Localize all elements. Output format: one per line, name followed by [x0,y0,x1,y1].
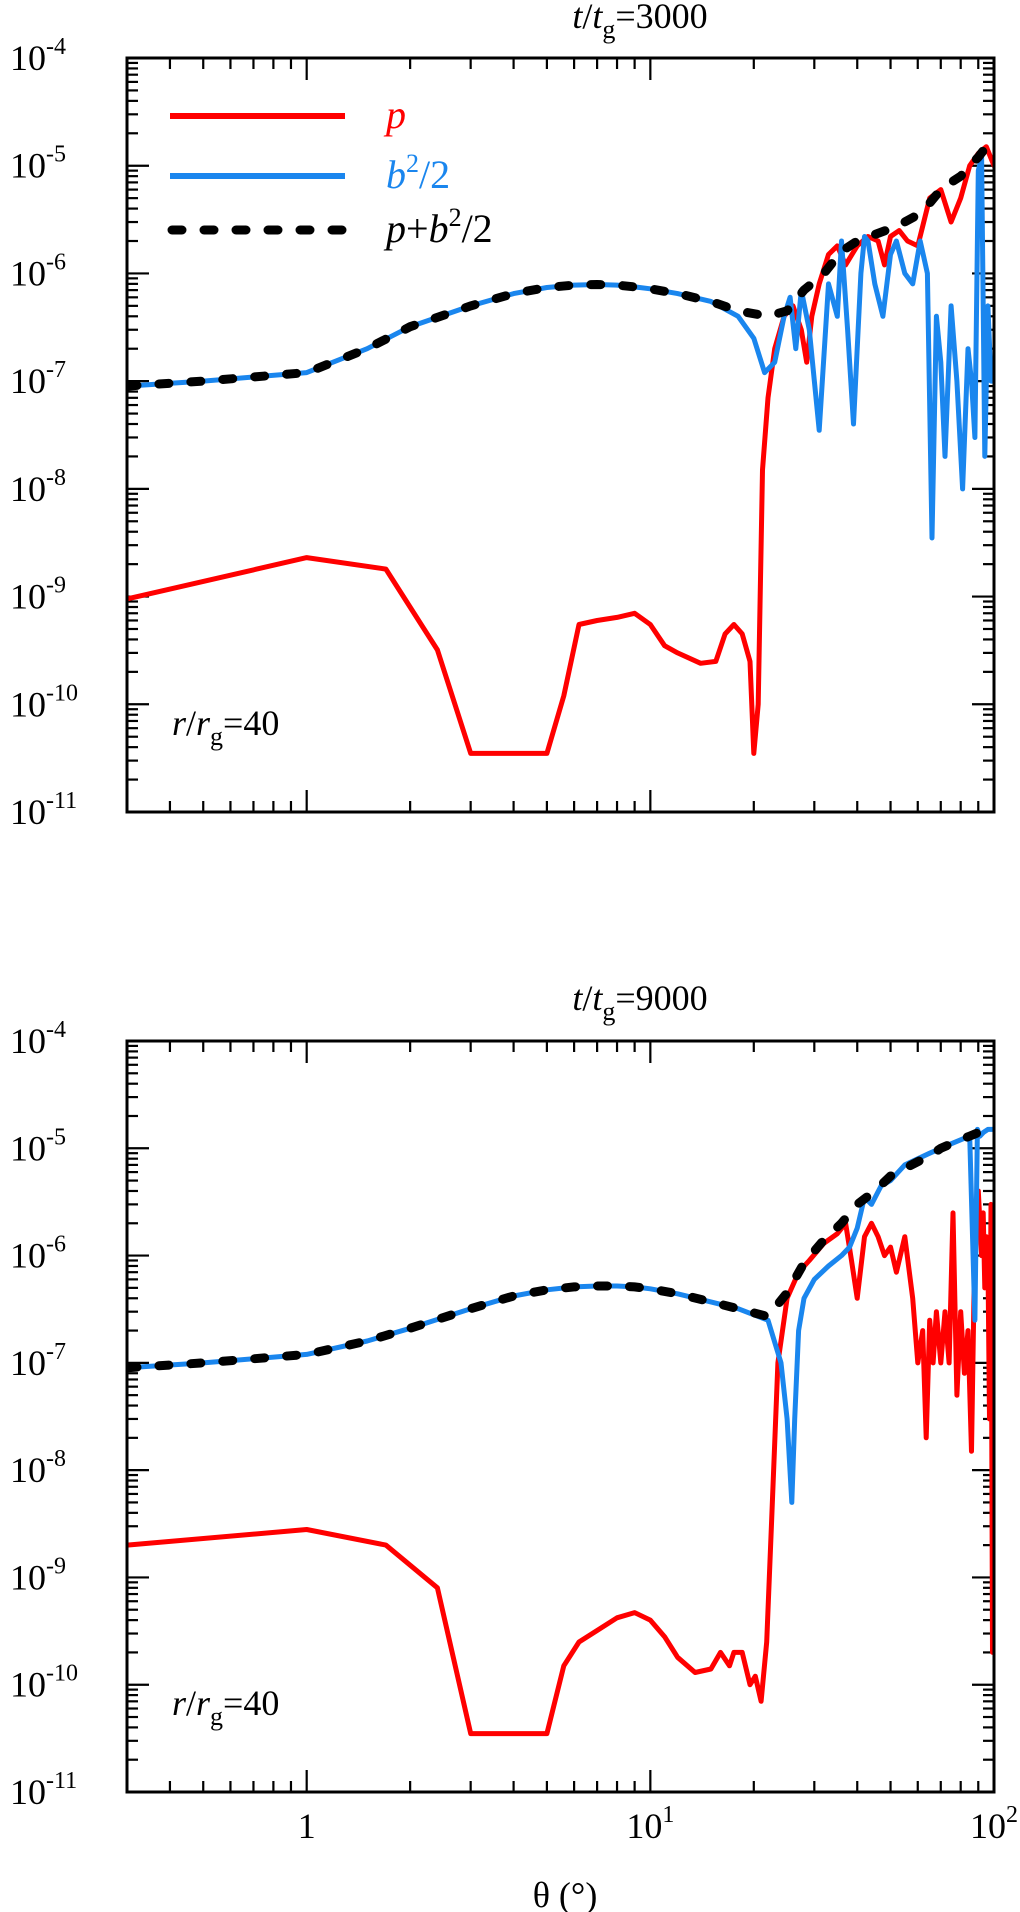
y-tick-label: 10-6 [10,249,66,293]
y-tick-label: 10-7 [10,357,66,401]
y-tick-label: 10-9 [10,1553,66,1597]
plot-frame [125,1039,996,1794]
legend: p b2/2 p+b2/2 [167,92,493,251]
series-p [127,1188,994,1737]
series-total [127,1124,994,1373]
y-tick-label: 10-4 [10,34,66,78]
y-tick-label: 10-11 [10,788,77,832]
ticks [125,56,996,814]
y-tick-label: 10-7 [10,1339,66,1383]
y-tick-label: 10-10 [10,680,78,724]
y-tick-label: 10-6 [10,1232,66,1276]
x-tick-label: 101 [626,1802,674,1846]
y-tick-label: 10-5 [10,142,66,186]
legend-label: p [383,92,406,137]
series-b2-half [127,1126,994,1505]
radius-annotation: r/rg=40 [172,1683,279,1731]
x-axis-label: θ (°) [533,1875,598,1912]
panel-bottom: 10-4 10-5 10-6 10-7 10-8 10-9 10-10 10-11 1 101 10… [10,978,1018,1846]
y-tick-label: 10-4 [10,1017,66,1061]
y-tick-label: 10-10 [10,1661,78,1705]
radius-annotation: r/rg=40 [172,703,279,751]
legend-label: b2/2 [386,149,450,197]
y-tick-label: 10-8 [10,1446,66,1490]
plot-frame [125,56,996,814]
y-tick-label: 10-5 [10,1124,66,1168]
panel-top: 10-4 10-5 10-6 10-7 10-8 10-9 10-10 10-11 t/tg=3… [10,0,996,832]
panel-title: t/tg=9000 [572,978,707,1026]
x-tick-label: 102 [970,1802,1018,1846]
y-tick-label: 10-9 [10,573,66,617]
x-tick-label: 1 [298,1806,316,1846]
legend-label: p+b2/2 [383,203,493,251]
series-total [127,141,994,391]
series-b2-half [127,154,994,541]
panel-title: t/tg=3000 [572,0,707,44]
y-tick-label: 10-11 [10,1768,77,1812]
y-tick-label: 10-8 [10,465,66,509]
